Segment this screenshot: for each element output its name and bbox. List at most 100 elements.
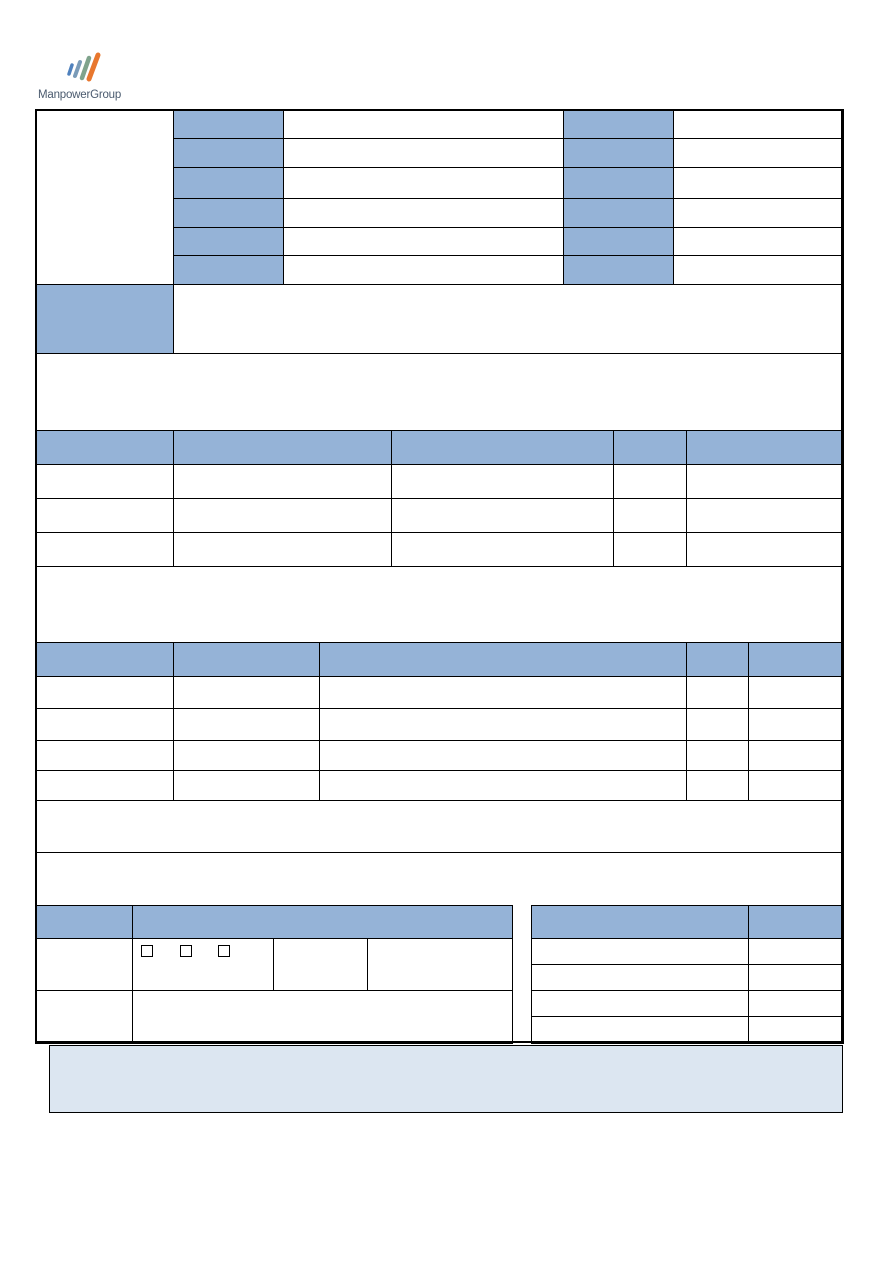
info-table-r3-c1 [283, 198, 564, 228]
section-c [35, 800, 844, 853]
bl-row1-c3 [367, 938, 513, 991]
bl-row1-label [35, 938, 133, 991]
table-a-r3-c2 [391, 532, 614, 567]
bl-row1-options [132, 938, 274, 991]
table-b-r2-c0 [35, 708, 174, 741]
photo-cell [35, 109, 174, 285]
table-b-r2-c3 [686, 708, 749, 741]
table-a-r1-c0 [35, 464, 174, 499]
info-table-r2-c0 [173, 167, 284, 199]
table-b-r4-c4 [748, 770, 844, 801]
br-table-r4-c1 [748, 1016, 844, 1044]
bl-row2-label [35, 990, 133, 1044]
manpowergroup-logo-icon [67, 52, 101, 82]
bl-header-label [35, 905, 133, 939]
table-a-r2-c4 [686, 498, 844, 533]
table-a-r0-c4 [686, 430, 844, 465]
info-table-r0-c3 [673, 109, 844, 139]
table-a-r2-c2 [391, 498, 614, 533]
table-b-r4-c1 [173, 770, 320, 801]
br-table-r3-c0 [531, 990, 749, 1017]
table-b-r1-c1 [173, 676, 320, 709]
info-table-r4-c1 [283, 227, 564, 256]
checkbox-2[interactable] [180, 945, 192, 957]
table-a-r2-c3 [613, 498, 687, 533]
logo-text: ManpowerGroup [38, 89, 122, 101]
info-table-r5-c1 [283, 255, 564, 285]
table-b-r0-c2 [319, 642, 687, 677]
table-b-r3-c0 [35, 740, 174, 771]
info-table-r5-c2 [563, 255, 674, 285]
info-table-r5-c3 [673, 255, 844, 285]
info-table-r2-c2 [563, 167, 674, 199]
info-table-r3-c2 [563, 198, 674, 228]
table-a-r0-c2 [391, 430, 614, 465]
table-a-r2-c0 [35, 498, 174, 533]
table-b-r0-c1 [173, 642, 320, 677]
checkbox-1[interactable] [141, 945, 153, 957]
br-table-r0-c1 [748, 905, 844, 939]
info-table-r0-c2 [563, 109, 674, 139]
table-a-r0-c0 [35, 430, 174, 465]
table-b-r2-c1 [173, 708, 320, 741]
table-a-r0-c3 [613, 430, 687, 465]
table-b-r3-c2 [319, 740, 687, 771]
table-a-r1-c4 [686, 464, 844, 499]
note-box [49, 1045, 843, 1113]
table-b-r1-c2 [319, 676, 687, 709]
br-table-r2-c0 [531, 964, 749, 991]
table-b-r3-c4 [748, 740, 844, 771]
table-b-r4-c3 [686, 770, 749, 801]
table-a-r1-c2 [391, 464, 614, 499]
table-a-r2-c1 [173, 498, 392, 533]
info-table-r0-c0 [173, 109, 284, 139]
section-title-b [35, 566, 844, 643]
table-gap [513, 904, 531, 1042]
info-table-r4-c0 [173, 227, 284, 256]
info-table-r3-c3 [673, 198, 844, 228]
br-table-r1-c0 [531, 938, 749, 965]
table-a-r3-c0 [35, 532, 174, 567]
table-b-r1-c3 [686, 676, 749, 709]
table-b-r4-c2 [319, 770, 687, 801]
br-table-r2-c1 [748, 964, 844, 991]
table-b-r4-c0 [35, 770, 174, 801]
table-b-r2-c4 [748, 708, 844, 741]
br-table-r4-c0 [531, 1016, 749, 1044]
bl-header-value [132, 905, 513, 939]
table-b-r0-c3 [686, 642, 749, 677]
info-table-r1-c2 [563, 138, 674, 168]
info-table-r5-c0 [173, 255, 284, 285]
section-title-d [35, 852, 844, 906]
info-table-r2-c3 [673, 167, 844, 199]
section-title-a [35, 353, 844, 431]
info-table-r4-c2 [563, 227, 674, 256]
table-b-r2-c2 [319, 708, 687, 741]
table-a-r3-c4 [686, 532, 844, 567]
bl-row1-c2 [273, 938, 368, 991]
table-a-r1-c3 [613, 464, 687, 499]
info-table-r2-c1 [283, 167, 564, 199]
br-table-r0-c0 [531, 905, 749, 939]
table-a-r3-c1 [173, 532, 392, 567]
summary-label [35, 284, 174, 354]
table-b-r0-c0 [35, 642, 174, 677]
info-table-r0-c1 [283, 109, 564, 139]
info-table-r1-c1 [283, 138, 564, 168]
table-a-r0-c1 [173, 430, 392, 465]
table-a-r1-c1 [173, 464, 392, 499]
bl-row2-value [132, 990, 513, 1044]
info-table-r4-c3 [673, 227, 844, 256]
br-table-r1-c1 [748, 938, 844, 965]
info-table-r1-c3 [673, 138, 844, 168]
info-table-r1-c0 [173, 138, 284, 168]
table-b-r3-c1 [173, 740, 320, 771]
summary-value [173, 284, 844, 354]
table-b-r0-c4 [748, 642, 844, 677]
table-b-r1-c4 [748, 676, 844, 709]
info-table-r3-c0 [173, 198, 284, 228]
checkbox-3[interactable] [218, 945, 230, 957]
table-b-r1-c0 [35, 676, 174, 709]
br-table-r3-c1 [748, 990, 844, 1017]
table-b-r3-c3 [686, 740, 749, 771]
